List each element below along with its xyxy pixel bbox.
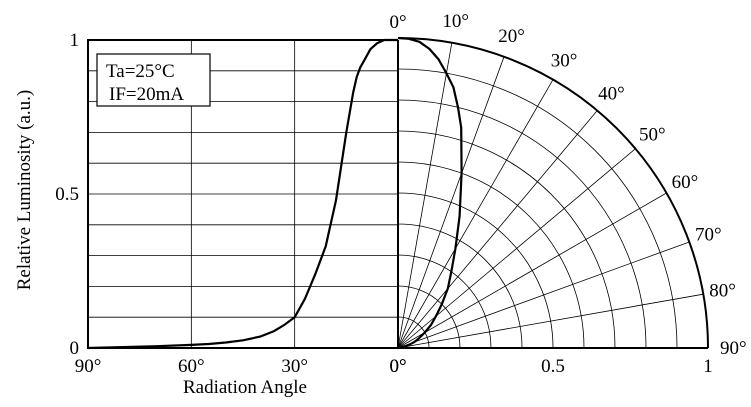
y-tick-label: 0 <box>70 338 80 359</box>
x-tick-label: 0° <box>389 356 406 377</box>
polar-ray <box>397 79 554 349</box>
luminosity-curve <box>87 38 398 350</box>
angle-tick-label: 90° <box>720 338 747 359</box>
legend-frame <box>96 53 211 107</box>
polar-gridcircle <box>397 192 554 349</box>
polar-ray <box>397 56 505 349</box>
polar-outer-arc <box>397 37 709 349</box>
angle-tick-label: 80° <box>709 280 736 301</box>
legend-box: Ta=25°C IF=20mA <box>96 53 211 107</box>
curves <box>87 36 463 350</box>
x-tick-label: 30° <box>281 356 308 377</box>
angle-tick-label: 50° <box>639 125 666 146</box>
polar-grid <box>397 42 704 349</box>
radial-tick-label: 1 <box>703 356 713 377</box>
x-tick-label: 90° <box>75 356 102 377</box>
polar-gridcircle <box>397 223 523 349</box>
polar-gridcircle <box>397 254 492 349</box>
angle-tick-label: 0° <box>389 12 406 33</box>
legend-line-if: IF=20mA <box>109 84 184 105</box>
angle-tick-label: 40° <box>598 84 625 105</box>
polar-gridcircle <box>397 130 616 349</box>
labels: 90° 60° 30° 0°00.510° 10°20°30°40°50°60°70°8… <box>55 11 746 377</box>
radiation-pattern-curve <box>397 36 463 350</box>
angle-tick-label: 20° <box>498 26 525 47</box>
angle-tick-label: 10° <box>442 11 469 32</box>
legend-line-ta: Ta=25°C <box>106 61 175 82</box>
y-axis-title: Relative Luminosity (a.u.) <box>14 90 35 291</box>
polar-ray <box>397 110 598 349</box>
polar-gridcircle <box>397 161 585 349</box>
polar-ray <box>397 42 453 349</box>
angle-tick-label: 70° <box>695 224 722 245</box>
polar-ray <box>397 192 667 349</box>
angle-tick-label: 60° <box>672 172 699 193</box>
y-tick-label: 0.5 <box>55 184 79 205</box>
x-tick-label: 60° <box>178 356 205 377</box>
y-tick-label: 1 <box>70 30 80 51</box>
polar-gridcircle <box>397 99 647 349</box>
polar-ray <box>397 241 690 349</box>
angle-tick-label: 30° <box>551 50 578 71</box>
radial-tick-label: 0° <box>389 356 406 377</box>
x-axis-title: Radiation Angle <box>183 377 307 398</box>
polar-ray <box>397 293 704 349</box>
polar-gridcircle <box>397 68 678 349</box>
radial-tick-label: 0.5 <box>541 356 565 377</box>
